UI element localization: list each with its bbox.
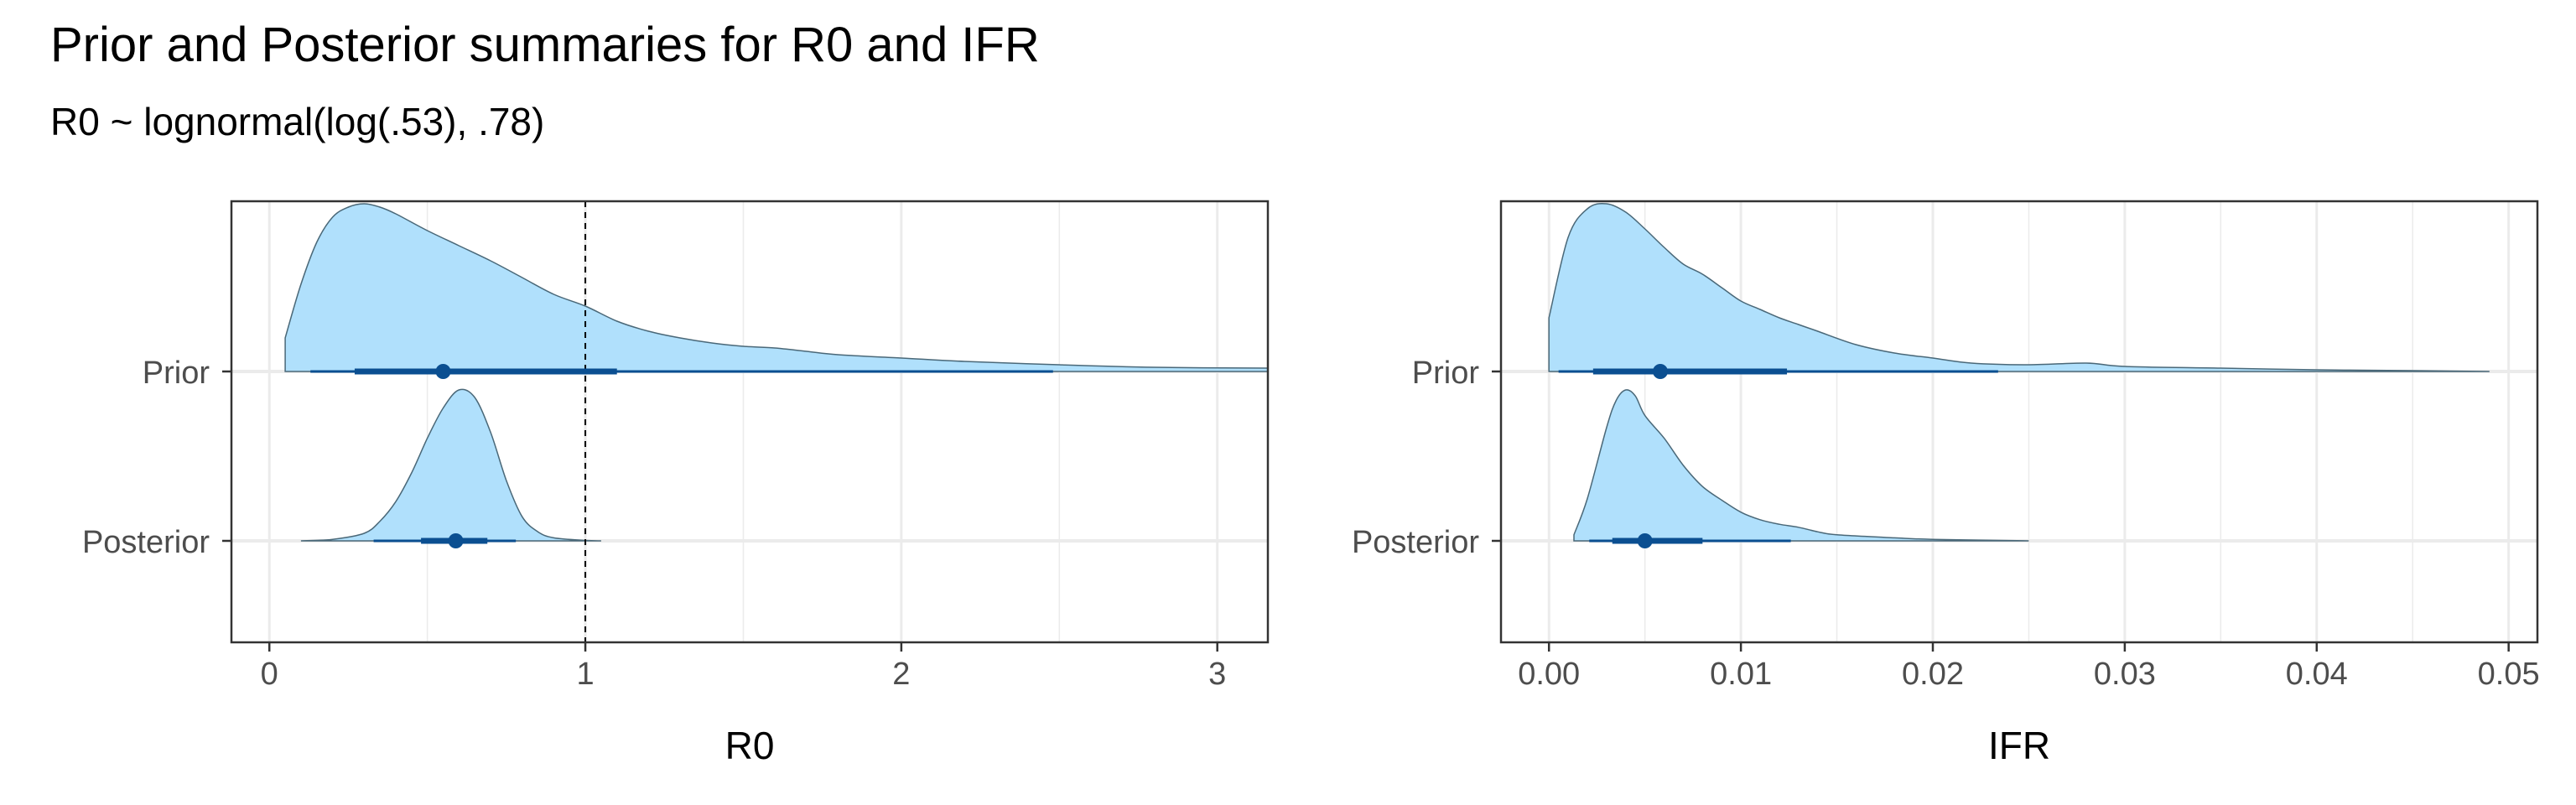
marks-group <box>284 201 1268 642</box>
x-tick-label: 0.05 <box>2478 657 2540 692</box>
density-posterior <box>300 388 601 542</box>
x-tick-label: 0 <box>261 657 278 692</box>
y-tick-label: Posterior <box>1352 525 1479 560</box>
point-estimate-prior <box>1652 364 1668 379</box>
point-estimate-posterior <box>448 533 464 548</box>
x-tick-label: 0.02 <box>1902 657 1964 692</box>
panel-ifr: 0.00 0.01 0.02 0.03 0.04 0.05 Prior Posterior IF… <box>1352 200 2540 767</box>
x-tick-label: 0.03 <box>2094 657 2156 692</box>
chart-title: Prior and Posterior summaries for R0 and… <box>50 18 1040 72</box>
marks-group <box>1548 202 2490 548</box>
x-tick-label: 0.04 <box>2286 657 2348 692</box>
y-tick-label: Prior <box>143 356 210 391</box>
panel-border <box>230 200 1270 644</box>
x-axis-title: R0 <box>725 724 775 767</box>
panel-r0: 0 1 2 3 Prior Posterior R0 <box>82 200 1270 767</box>
chart-subtitle: R0 ~ lognormal(log(.53), .78) <box>50 100 545 143</box>
density-prior <box>1548 202 2490 372</box>
density-prior <box>284 203 1268 372</box>
x-tick-label: 3 <box>1208 657 1226 692</box>
x-tick-label: 2 <box>892 657 910 692</box>
x-tick-label: 1 <box>576 657 594 692</box>
point-estimate-prior <box>435 364 451 379</box>
x-tick-label: 0.01 <box>1710 657 1772 692</box>
panel-border <box>1499 200 2539 644</box>
point-estimate-posterior <box>1637 533 1653 548</box>
x-tick-label: 0.00 <box>1518 657 1580 692</box>
y-tick-label: Prior <box>1412 356 1480 391</box>
x-axis-title: IFR <box>1988 724 2050 767</box>
y-tick-label: Posterior <box>82 525 210 560</box>
density-posterior <box>1573 389 2029 542</box>
